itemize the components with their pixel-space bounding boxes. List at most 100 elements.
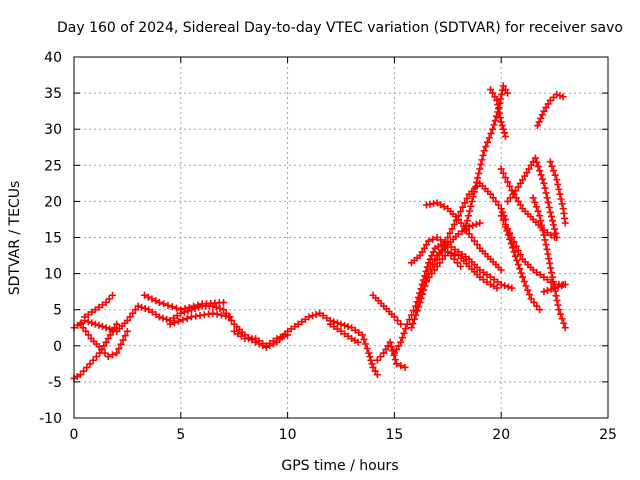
data-point bbox=[512, 187, 520, 195]
data-point bbox=[237, 332, 245, 340]
data-point bbox=[535, 118, 543, 126]
data-point bbox=[494, 278, 502, 286]
data-point bbox=[514, 261, 522, 269]
data-point bbox=[525, 165, 533, 173]
data-point bbox=[497, 212, 505, 220]
data-point bbox=[402, 325, 410, 333]
data-point bbox=[548, 217, 556, 225]
data-point bbox=[152, 297, 160, 305]
data-point bbox=[489, 89, 497, 97]
data-point bbox=[413, 307, 421, 315]
data-point bbox=[487, 130, 495, 138]
data-point bbox=[450, 221, 458, 229]
data-point bbox=[489, 194, 497, 202]
data-point bbox=[497, 280, 505, 288]
data-point bbox=[543, 276, 551, 284]
data-point bbox=[102, 324, 110, 332]
data-point bbox=[547, 231, 555, 239]
data-point bbox=[558, 315, 566, 323]
data-point bbox=[501, 174, 509, 182]
data-point bbox=[482, 143, 490, 151]
data-point bbox=[519, 273, 527, 281]
data-point bbox=[166, 320, 174, 328]
data-point bbox=[478, 156, 486, 164]
data-point bbox=[553, 176, 561, 184]
data-point bbox=[123, 327, 131, 335]
data-point bbox=[301, 315, 309, 323]
data-point bbox=[541, 184, 549, 192]
data-point bbox=[489, 125, 497, 133]
data-point bbox=[532, 203, 540, 211]
data-point bbox=[540, 179, 548, 187]
data-point bbox=[422, 277, 430, 285]
data-point bbox=[144, 293, 152, 301]
data-point bbox=[543, 194, 551, 202]
data-point bbox=[358, 331, 366, 339]
data-point bbox=[540, 273, 548, 281]
data-point bbox=[487, 273, 495, 281]
data-point bbox=[476, 266, 484, 274]
data-point bbox=[553, 234, 561, 241]
data-point bbox=[501, 132, 509, 140]
data-point bbox=[209, 309, 217, 317]
data-point bbox=[472, 220, 480, 228]
data-point bbox=[433, 262, 441, 270]
data-point bbox=[536, 271, 544, 279]
series-trace-o bbox=[422, 248, 501, 292]
data-point bbox=[194, 301, 202, 309]
data-point bbox=[84, 311, 92, 319]
series-trace-m bbox=[407, 234, 516, 292]
series-trace-q bbox=[461, 82, 512, 234]
data-point bbox=[476, 219, 484, 227]
data-point bbox=[556, 190, 564, 198]
data-point bbox=[440, 242, 448, 250]
data-point bbox=[126, 313, 134, 321]
data-point bbox=[504, 197, 512, 205]
data-point bbox=[427, 265, 435, 273]
data-point bbox=[105, 295, 113, 303]
data-point bbox=[269, 337, 277, 345]
data-points bbox=[70, 82, 569, 382]
data-point bbox=[371, 367, 379, 375]
y-tick-label: 40 bbox=[44, 50, 62, 66]
data-point bbox=[509, 244, 517, 252]
data-point bbox=[121, 332, 129, 340]
y-tick-label: 0 bbox=[53, 339, 62, 355]
data-point bbox=[418, 290, 426, 298]
data-point bbox=[495, 105, 503, 113]
data-point bbox=[444, 248, 452, 256]
data-point bbox=[457, 219, 465, 227]
data-point bbox=[148, 308, 156, 316]
data-point bbox=[539, 226, 547, 234]
data-point bbox=[387, 343, 395, 351]
data-point bbox=[536, 212, 544, 220]
data-point bbox=[316, 309, 324, 317]
series-trace-d bbox=[76, 320, 131, 361]
data-point bbox=[461, 226, 469, 234]
data-point bbox=[433, 234, 441, 241]
data-point bbox=[542, 189, 550, 197]
y-axis-label: SDTVAR / TECUs bbox=[7, 181, 23, 296]
data-point bbox=[504, 231, 512, 239]
data-point bbox=[104, 335, 112, 343]
data-point bbox=[495, 201, 503, 209]
data-point bbox=[119, 336, 127, 344]
data-point bbox=[452, 216, 460, 224]
data-point bbox=[425, 237, 433, 245]
data-point bbox=[552, 229, 560, 237]
data-point bbox=[177, 306, 185, 314]
data-point bbox=[484, 138, 492, 146]
data-point bbox=[508, 284, 516, 292]
data-point bbox=[382, 345, 390, 353]
data-point bbox=[422, 241, 430, 249]
data-point bbox=[479, 268, 487, 276]
data-point bbox=[504, 178, 512, 186]
data-point bbox=[145, 306, 153, 314]
data-point bbox=[373, 356, 381, 364]
data-point bbox=[81, 313, 89, 321]
data-point bbox=[463, 217, 471, 225]
data-point bbox=[506, 194, 514, 202]
data-point bbox=[212, 303, 220, 311]
data-point bbox=[446, 229, 454, 237]
series-trace-e bbox=[140, 291, 228, 314]
